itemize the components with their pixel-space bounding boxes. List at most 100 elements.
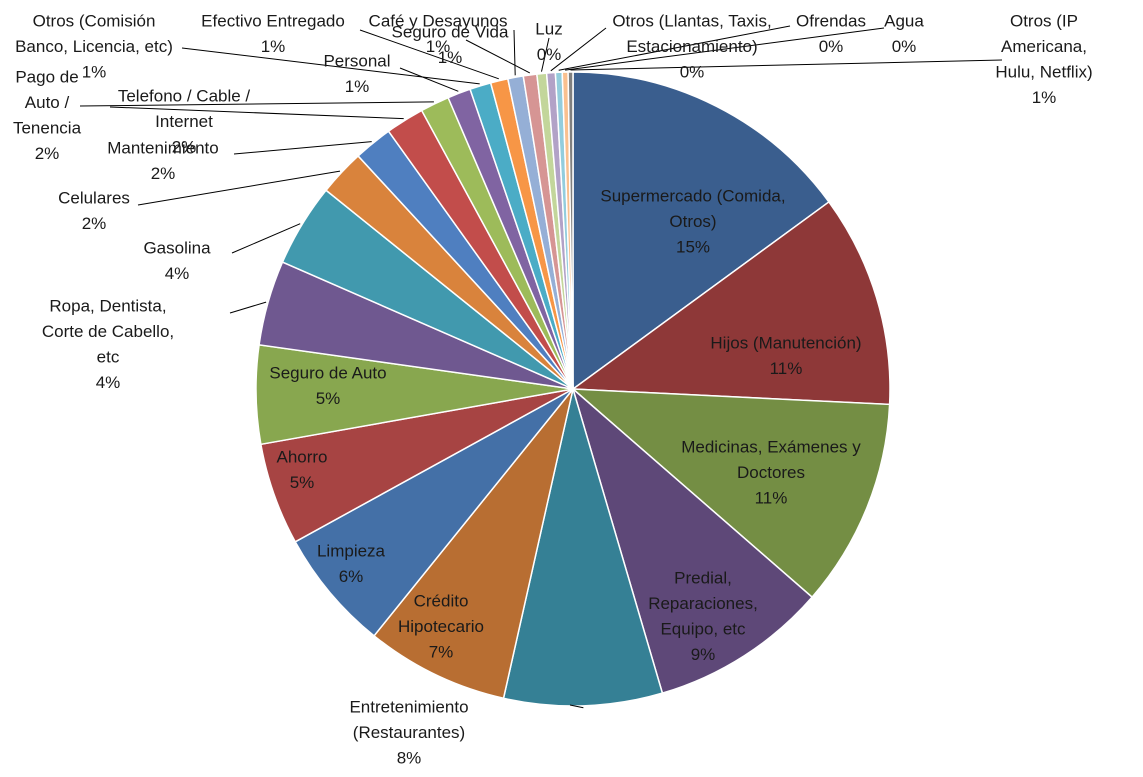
leader-line <box>465 39 531 74</box>
pie-slice <box>567 71 574 390</box>
slice-label: Gasolina 4% <box>143 238 211 283</box>
slice-label: Personal 1% <box>323 51 390 96</box>
leader-line <box>109 106 404 120</box>
slice-name: Otros) <box>669 212 716 231</box>
slice-name: Mantenimiento <box>107 138 219 157</box>
slice-percent: 1% <box>82 62 107 81</box>
slice-name: Luz <box>535 19 562 38</box>
pie-slices <box>255 71 891 707</box>
slice-name: Medicinas, Exámenes y <box>681 437 861 456</box>
slice-percent: 0% <box>680 62 705 81</box>
slice-percent: 11% <box>770 359 803 378</box>
slice-name: Efectivo Entregado <box>201 11 345 30</box>
slice-name: Celulares <box>58 188 130 207</box>
slice-label: Telefono / Cable / Internet 2% <box>118 86 251 156</box>
slice-label: Ofrendas 0% <box>796 11 866 56</box>
slice-name: Pago de <box>15 67 78 86</box>
slice-percent: 2% <box>172 137 197 156</box>
slice-percent: 8% <box>397 748 422 767</box>
slice-name: Seguro de Auto <box>269 363 386 382</box>
slice-percent: 4% <box>96 373 121 392</box>
slice-name: Hulu, Netflix) <box>995 62 1092 81</box>
slice-label: Otros (Llantas, Taxis, Estacionamiento) 0% <box>612 11 771 81</box>
slice-labels: Supermercado (Comida, Otros) 15% Hijos (Man… <box>13 11 1093 767</box>
slice-percent: 2% <box>151 164 176 183</box>
slice-percent: 1% <box>261 37 286 56</box>
slice-name: Corte de Cabello, <box>42 322 174 341</box>
slice-name: etc <box>97 347 120 366</box>
slice-name: Banco, Licencia, etc) <box>15 37 173 56</box>
leader-line <box>570 59 1003 71</box>
slice-name: Gasolina <box>143 238 211 257</box>
slice-percent: 2% <box>82 214 107 233</box>
slice-label: Predial, Reparaciones, Equipo, etc 9% <box>648 568 758 664</box>
leader-line <box>541 37 550 72</box>
slice-label: Otros (Comisión Banco, Licencia, etc) 1% <box>15 11 173 81</box>
slice-percent: 0% <box>537 45 562 64</box>
slice-label: Otros (IP Americana, Hulu, Netflix) 1% <box>995 11 1092 107</box>
leader-line <box>231 223 301 254</box>
slice-name: (Restaurantes) <box>353 723 465 742</box>
slice-label: Café y Desayunos 1% <box>369 11 508 56</box>
pie-slice <box>373 388 574 700</box>
slice-label: Seguro de Vida 1% <box>392 22 509 67</box>
slice-percent: 0% <box>819 37 844 56</box>
pie-slice <box>294 388 574 637</box>
slice-name: Reparaciones, <box>648 594 758 613</box>
pie-slice <box>570 388 891 599</box>
leader-line <box>233 141 372 155</box>
slice-name: Ahorro <box>276 447 327 466</box>
leader-line <box>137 170 341 206</box>
slice-name: Auto / <box>25 93 70 112</box>
slice-label: Supermercado (Comida, Otros) 15% <box>600 186 785 256</box>
slice-name: Telefono / Cable / <box>118 86 251 105</box>
leader-line <box>558 25 791 71</box>
slice-name: Hipotecario <box>398 617 484 636</box>
slice-percent: 5% <box>290 473 315 492</box>
slice-label: Entretenimiento (Restaurantes) 8% <box>349 697 468 767</box>
slice-name: Internet <box>155 112 213 131</box>
slice-name: Otros (Llantas, Taxis, <box>612 11 771 30</box>
slice-label: Mantenimiento 2% <box>107 138 219 183</box>
slice-name: Personal <box>323 51 390 70</box>
leader-line <box>569 704 584 709</box>
slice-name: Ropa, Dentista, <box>49 296 166 315</box>
slice-name: Limpieza <box>317 541 386 560</box>
leader-line <box>229 301 267 314</box>
slice-percent: 7% <box>429 642 454 661</box>
leader-line <box>565 27 885 71</box>
slice-name: Supermercado (Comida, <box>600 186 785 205</box>
slice-percent: 15% <box>676 237 710 256</box>
slice-name: Ofrendas <box>796 11 866 30</box>
leader-line <box>181 47 480 85</box>
slice-label: Hijos (Manutención) 11% <box>710 333 861 378</box>
leader-lines <box>79 25 1003 709</box>
slice-label: Seguro de Auto 5% <box>269 363 386 408</box>
slice-name: Predial, <box>674 568 732 587</box>
slice-label: Limpieza 6% <box>317 541 386 586</box>
slice-percent: 2% <box>35 144 60 163</box>
pie-slice <box>571 386 814 695</box>
leader-line <box>399 67 459 92</box>
slice-name: Crédito <box>414 591 469 610</box>
pie-slice <box>502 386 664 707</box>
slice-percent: 1% <box>426 37 451 56</box>
slice-label: Pago de Auto / Tenencia 2% <box>13 67 82 163</box>
slice-label: Luz 0% <box>535 19 562 64</box>
slice-name: Entretenimiento <box>349 697 468 716</box>
slice-percent: 1% <box>1032 88 1057 107</box>
slice-name: Tenencia <box>13 118 82 137</box>
slice-label: Ahorro 5% <box>276 447 327 492</box>
slice-name: Americana, <box>1001 37 1087 56</box>
leader-line <box>79 101 434 107</box>
leader-line <box>513 29 516 76</box>
slice-percent: 0% <box>892 37 917 56</box>
slice-percent: 11% <box>755 488 788 507</box>
slice-name: Hijos (Manutención) <box>710 333 861 352</box>
slice-name: Otros (IP <box>1010 11 1078 30</box>
slice-name: Estacionamiento) <box>626 37 757 56</box>
slice-label: Celulares 2% <box>58 188 130 233</box>
slice-percent: 1% <box>438 48 463 67</box>
pie-slice <box>570 200 891 406</box>
